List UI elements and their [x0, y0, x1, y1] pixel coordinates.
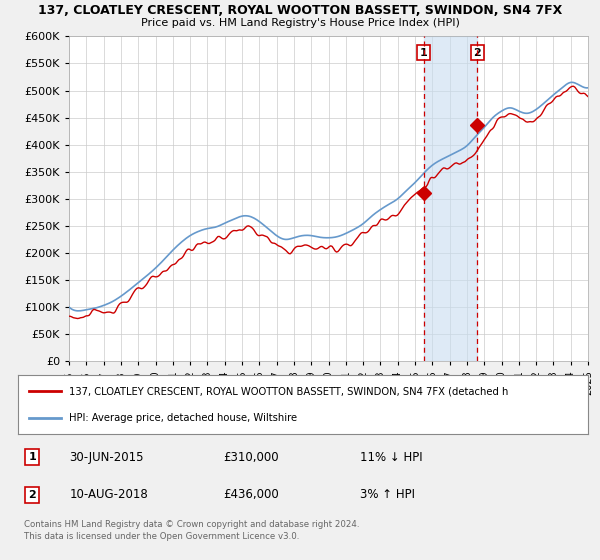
Text: 3% ↑ HPI: 3% ↑ HPI [360, 488, 415, 501]
Text: £436,000: £436,000 [223, 488, 279, 501]
Text: 30-JUN-2015: 30-JUN-2015 [70, 451, 144, 464]
Text: 2: 2 [28, 490, 36, 500]
Text: 137, CLOATLEY CRESCENT, ROYAL WOOTTON BASSETT, SWINDON, SN4 7FX: 137, CLOATLEY CRESCENT, ROYAL WOOTTON BA… [38, 4, 562, 17]
Text: Price paid vs. HM Land Registry's House Price Index (HPI): Price paid vs. HM Land Registry's House … [140, 18, 460, 28]
Text: £310,000: £310,000 [223, 451, 279, 464]
Text: HPI: Average price, detached house, Wiltshire: HPI: Average price, detached house, Wilt… [70, 413, 298, 423]
Text: 137, CLOATLEY CRESCENT, ROYAL WOOTTON BASSETT, SWINDON, SN4 7FX (detached h: 137, CLOATLEY CRESCENT, ROYAL WOOTTON BA… [70, 386, 509, 396]
Text: Contains HM Land Registry data © Crown copyright and database right 2024.: Contains HM Land Registry data © Crown c… [24, 520, 359, 529]
Text: 11% ↓ HPI: 11% ↓ HPI [360, 451, 422, 464]
Text: 1: 1 [28, 452, 36, 462]
Text: 10-AUG-2018: 10-AUG-2018 [70, 488, 148, 501]
Text: 2: 2 [473, 48, 481, 58]
Text: This data is licensed under the Open Government Licence v3.0.: This data is licensed under the Open Gov… [24, 532, 299, 541]
Bar [424, 36, 477, 361]
Text: 1: 1 [420, 48, 428, 58]
